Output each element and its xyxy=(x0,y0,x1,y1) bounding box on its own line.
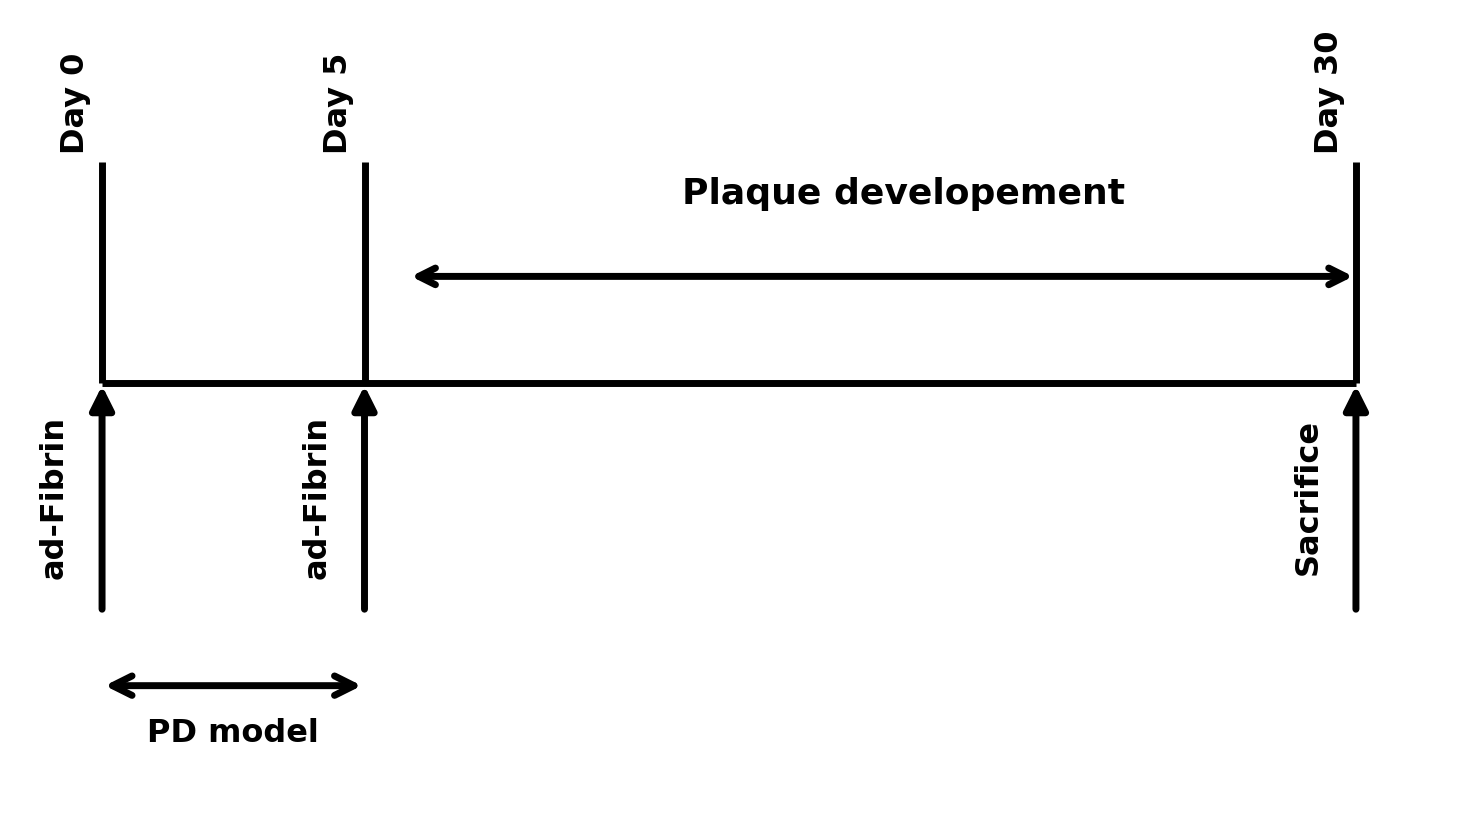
Text: Plaque developement: Plaque developement xyxy=(682,177,1126,211)
Text: Day 30: Day 30 xyxy=(1314,30,1346,153)
Text: Day 5: Day 5 xyxy=(322,52,354,153)
Text: PD model: PD model xyxy=(147,718,319,750)
Text: ad-Fibrin: ad-Fibrin xyxy=(39,416,70,579)
Text: Sacrifice: Sacrifice xyxy=(1293,419,1324,576)
Text: ad-Fibrin: ad-Fibrin xyxy=(302,416,332,579)
Text: Day 0: Day 0 xyxy=(60,52,92,153)
